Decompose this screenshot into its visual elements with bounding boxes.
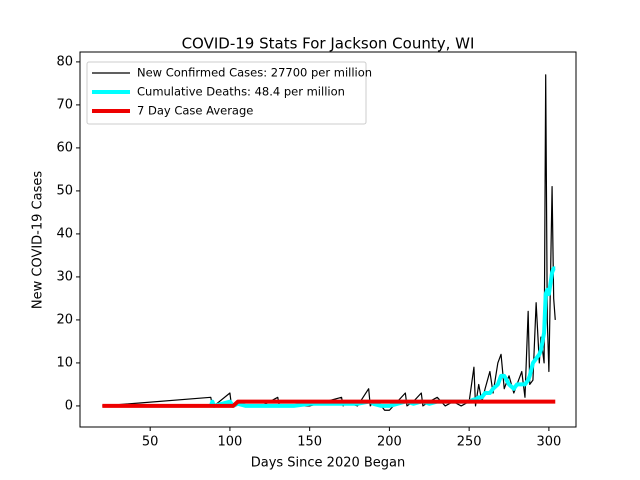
y-tick-label: 0	[65, 398, 73, 413]
y-tick-label: 10	[56, 355, 73, 370]
y-tick-label: 30	[56, 269, 73, 284]
y-tick-label: 20	[56, 312, 73, 327]
y-tick-label: 70	[56, 97, 73, 112]
legend-label: 7 Day Case Average	[137, 104, 253, 118]
legend-label: New Confirmed Cases: 27700 per million	[137, 66, 372, 80]
y-tick-label: 60	[56, 140, 73, 155]
x-tick-label: 150	[297, 435, 322, 450]
x-tick-label: 250	[457, 435, 482, 450]
y-axis-label: New COVID-19 Cases	[31, 171, 46, 309]
data-line	[102, 74, 556, 411]
legend-box	[86, 61, 367, 125]
y-tick-label: 40	[56, 226, 73, 241]
x-tick-label: 300	[536, 435, 561, 450]
y-tick-label: 80	[56, 54, 73, 69]
y-tick-label: 50	[56, 183, 73, 198]
x-tick-label: 100	[218, 435, 243, 450]
data-line	[102, 399, 556, 408]
x-tick-label: 50	[142, 435, 159, 450]
x-axis-label: Days Since 2020 Began	[251, 456, 406, 471]
x-tick-label: 200	[377, 435, 402, 450]
plot-frame	[79, 51, 577, 428]
chart-title: COVID-19 Stats For Jackson County, WI	[182, 35, 475, 53]
legend-label: Cumulative Deaths: 48.4 per million	[137, 85, 345, 99]
